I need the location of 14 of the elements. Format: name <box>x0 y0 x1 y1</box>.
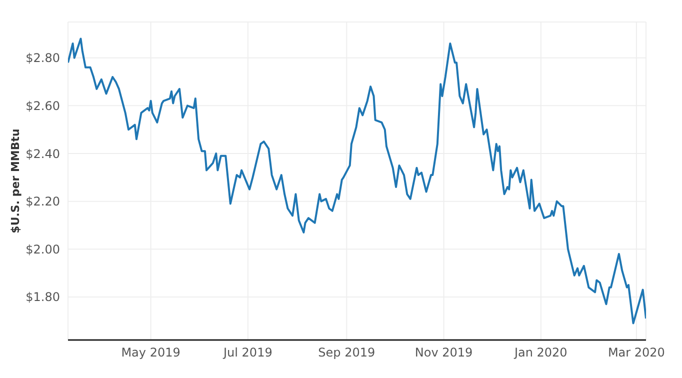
x-tick-label: Jul 2019 <box>222 346 272 360</box>
x-tick-label: Mar 2020 <box>608 346 665 360</box>
y-tick-label: $2.40 <box>26 146 60 161</box>
y-tick-label: $2.60 <box>26 98 60 113</box>
x-tick-label: Jan 2020 <box>513 346 568 360</box>
x-tick-label: May 2019 <box>121 346 180 360</box>
y-axis-title: $U.S. per MMBtu <box>8 128 22 234</box>
y-tick-label: $2.00 <box>26 242 60 256</box>
y-tick-label: $1.80 <box>26 290 60 304</box>
y-tick-label: $2.80 <box>26 51 60 66</box>
line-series <box>68 38 646 324</box>
x-tick-label: Sep 2019 <box>318 346 376 360</box>
y-tick-label: $2.20 <box>26 194 60 209</box>
x-tick-label: Nov 2019 <box>414 346 473 360</box>
